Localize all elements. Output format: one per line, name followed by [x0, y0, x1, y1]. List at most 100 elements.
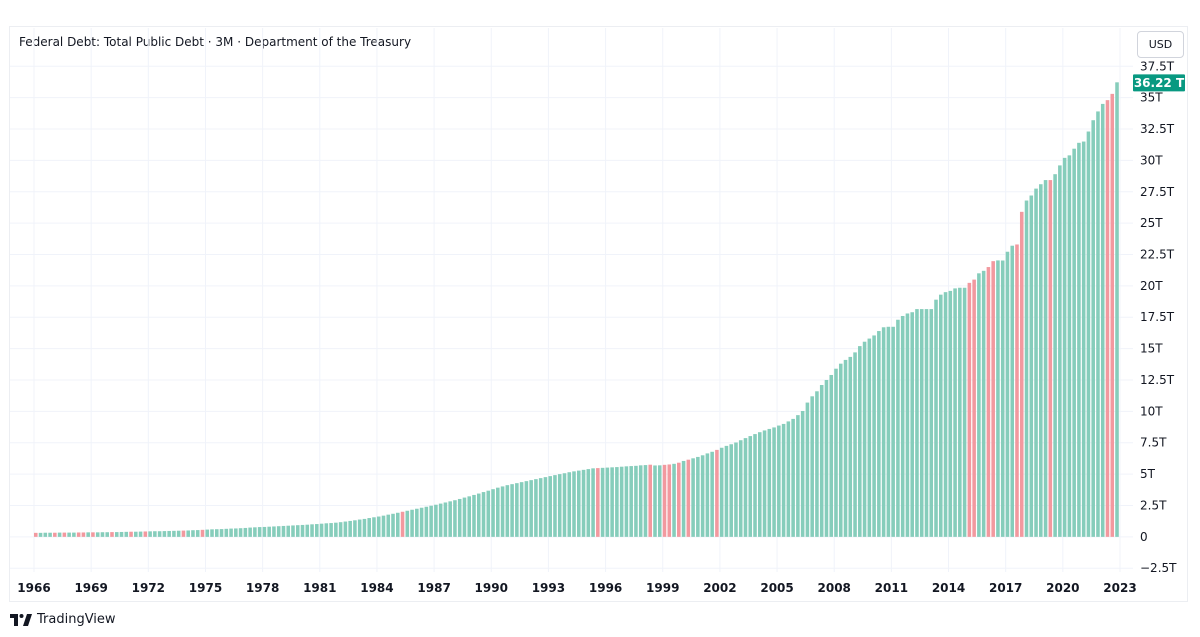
debt-bar [853, 352, 857, 537]
debt-bar [110, 532, 114, 537]
debt-bar [62, 532, 67, 537]
debt-bar [581, 469, 586, 537]
debt-bar [472, 494, 476, 537]
debt-bar [791, 418, 795, 537]
debt-bar [919, 309, 924, 537]
debt-bar [624, 466, 629, 537]
y-tick-label: 22.5T [1140, 247, 1175, 261]
debt-bar [1062, 157, 1067, 537]
debt-bar [429, 505, 433, 537]
debt-bar [586, 469, 591, 537]
debt-bar [981, 270, 986, 537]
debt-bar [329, 523, 333, 537]
debt-bar [538, 478, 543, 537]
debt-bar [467, 496, 472, 537]
debt-bar [662, 464, 667, 537]
debt-bar [610, 467, 614, 537]
x-tick-label: 1996 [589, 581, 622, 595]
debt-bar [496, 487, 500, 537]
debt-bar [1086, 131, 1091, 537]
chart-title: Federal Debt: Total Public Debt · 3M · D… [19, 35, 412, 49]
debt-bar [915, 309, 919, 537]
debt-bar [515, 483, 519, 537]
debt-bar [148, 531, 152, 537]
debt-bar [910, 312, 914, 537]
debt-bar [153, 531, 157, 537]
debt-bar [510, 484, 514, 537]
debt-bar [557, 474, 562, 537]
x-tick-label: 2017 [989, 581, 1022, 595]
debt-bar [229, 528, 233, 537]
debt-bar [210, 529, 214, 537]
debt-bar [1058, 165, 1062, 537]
debt-bar [448, 501, 452, 537]
debt-bar [500, 486, 505, 537]
debt-bar [967, 282, 972, 537]
debt-bar [596, 468, 600, 537]
debt-bar [53, 532, 57, 537]
debt-bar [1091, 120, 1095, 537]
y-tick-label: 2.5T [1140, 498, 1167, 512]
y-tick-label: −2.5T [1140, 561, 1177, 575]
debt-bar [972, 279, 976, 537]
debt-bar [567, 472, 572, 537]
tradingview-brand[interactable]: TradingView [10, 612, 116, 627]
debt-bar [43, 532, 48, 537]
y-tick-label: 27.5T [1140, 185, 1175, 199]
x-axis: 1966 1969 1972 1975 1978 1981 1984 1987 1990 1993… [17, 581, 1136, 595]
tradingview-logo-icon [10, 613, 32, 626]
debt-bar [848, 356, 853, 537]
debt-bar [657, 465, 662, 537]
debt-bar [767, 428, 772, 537]
debt-bar [191, 530, 195, 537]
debt-bar [519, 482, 524, 537]
debt-bar [1010, 245, 1015, 537]
debt-bar [929, 309, 934, 537]
debt-bar [215, 529, 219, 537]
y-tick-label: 15T [1140, 342, 1163, 356]
debt-bar [362, 518, 367, 537]
debt-bar [481, 492, 486, 537]
x-tick-label: 2011 [875, 581, 908, 595]
x-tick-label: 1972 [132, 581, 165, 595]
debt-bar [434, 504, 438, 537]
x-tick-label: 2020 [1046, 581, 1079, 595]
debt-bar [34, 532, 38, 537]
debt-bar [400, 511, 405, 537]
debt-bar [553, 475, 557, 537]
debt-bar [205, 529, 210, 537]
debt-bar [124, 531, 129, 537]
debt-bar [391, 513, 395, 537]
x-tick-label: 1975 [189, 581, 222, 595]
debt-bar [891, 326, 895, 537]
debt-bar [1015, 244, 1019, 537]
debt-bar [138, 531, 143, 537]
debt-bar [1081, 141, 1086, 537]
debt-bar [619, 466, 624, 537]
debt-bar [843, 359, 848, 537]
debt-bar [543, 477, 548, 537]
bar-series [34, 82, 1119, 537]
debt-bar [962, 287, 967, 537]
debt-bar [786, 421, 791, 537]
debt-bar [572, 471, 576, 537]
debt-bar [48, 532, 52, 537]
debt-bar [777, 425, 781, 537]
debt-bar [715, 449, 719, 537]
debt-bar [772, 427, 776, 537]
debt-bar [615, 467, 619, 537]
debt-bar [1029, 195, 1034, 537]
debt-bar [838, 363, 843, 537]
y-tick-label: 35T [1140, 91, 1163, 105]
debt-bar [486, 490, 491, 537]
debt-bar [186, 530, 190, 537]
debt-bar [143, 531, 148, 537]
debt-bar [443, 502, 448, 537]
debt-bar [686, 459, 691, 537]
debt-bar [634, 465, 638, 537]
currency-button[interactable]: USD [1137, 31, 1184, 58]
debt-bar [315, 524, 319, 537]
debt-bar [1067, 155, 1072, 537]
debt-bar [529, 480, 533, 537]
